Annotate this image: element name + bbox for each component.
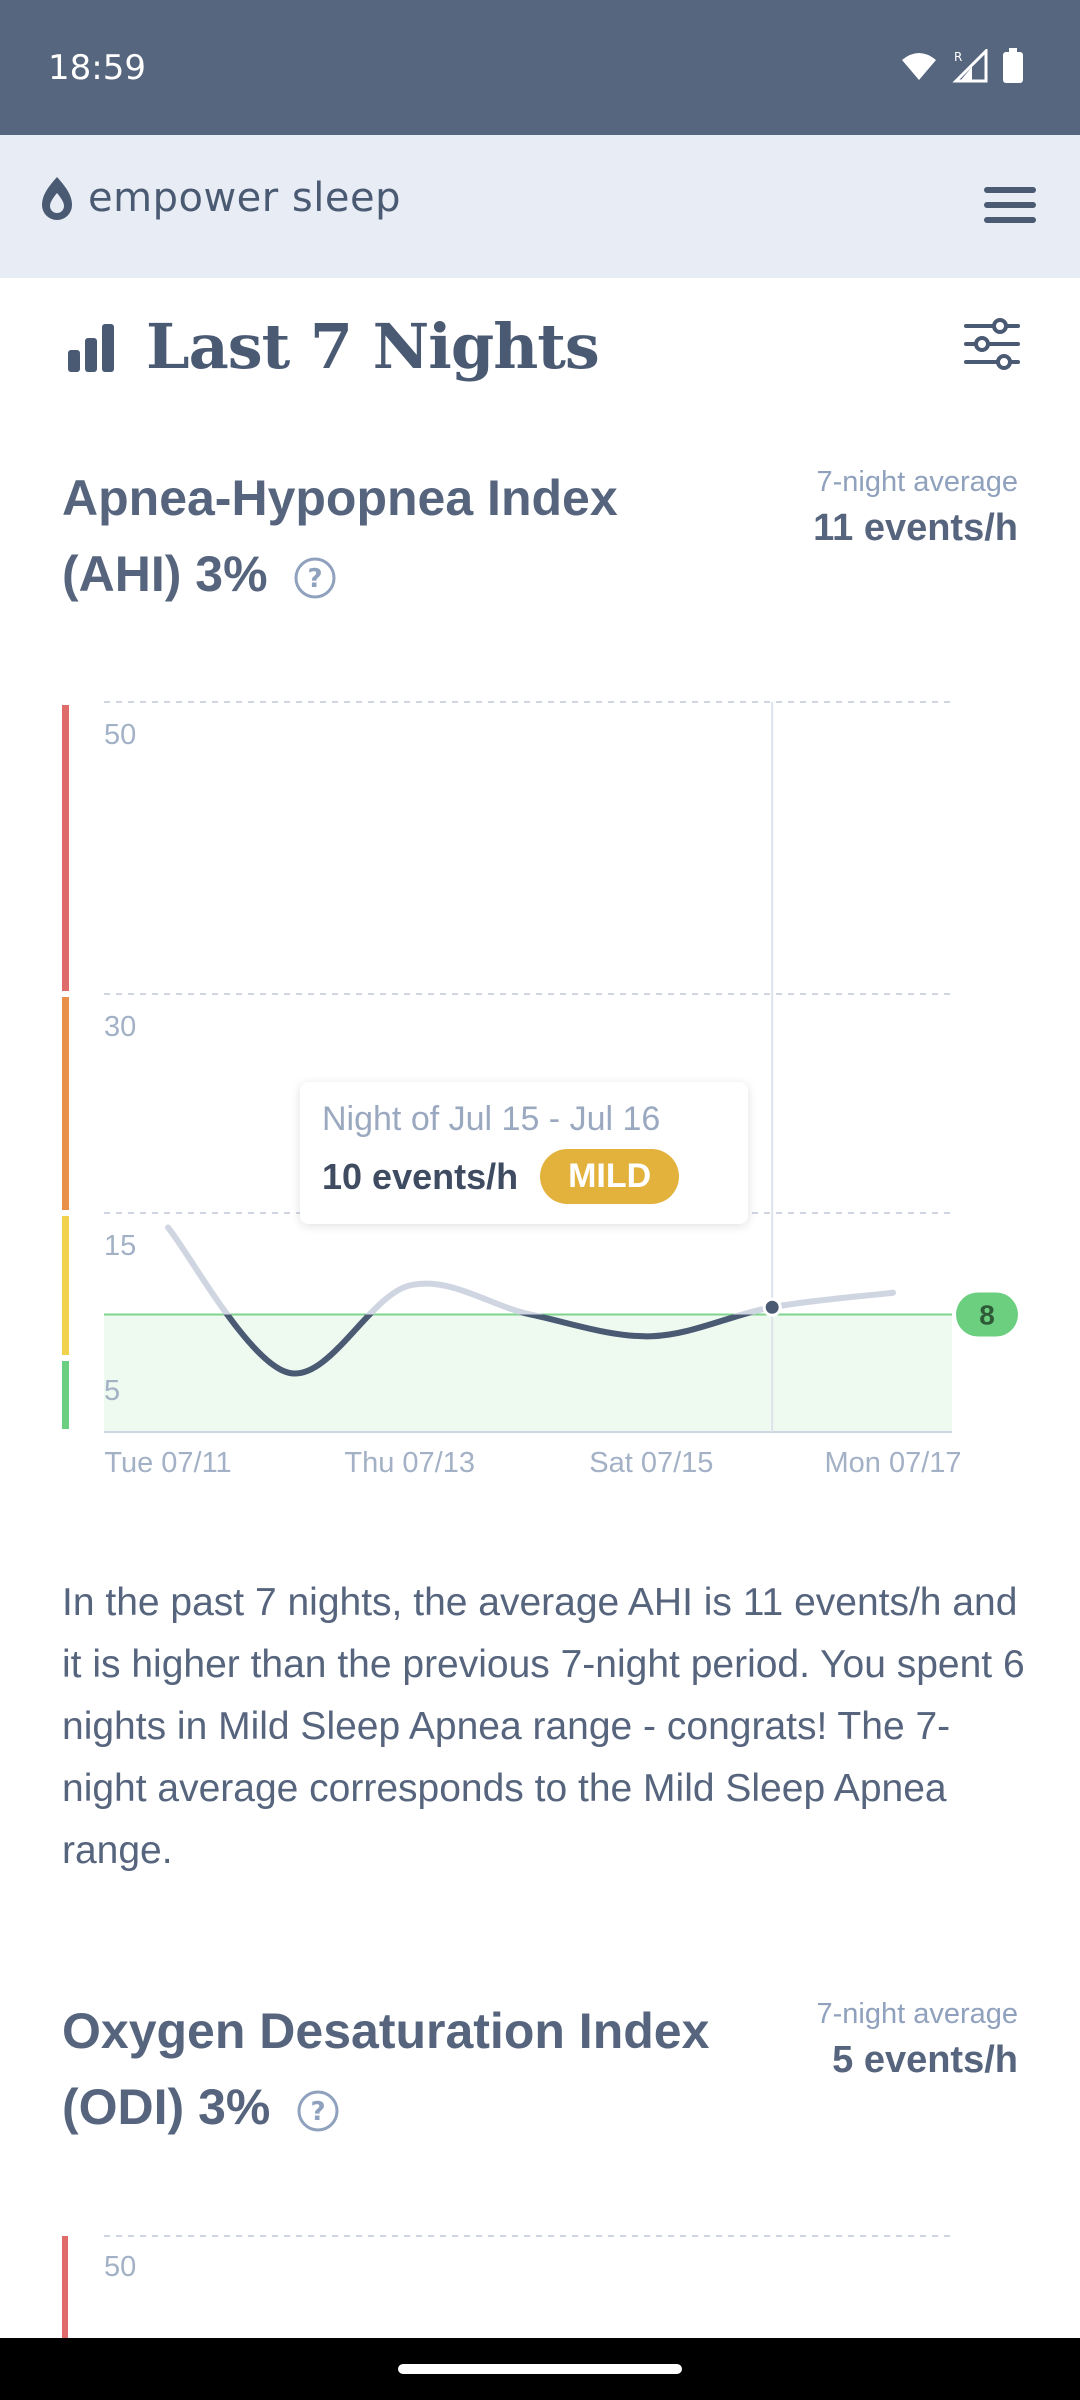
battery-icon — [1003, 48, 1023, 83]
svg-text:?: ? — [311, 2097, 326, 2127]
severity-bar-normal — [62, 1361, 69, 1429]
odi-average-value: 5 events/h — [832, 2039, 1018, 2081]
y-tick-label: 50 — [104, 719, 136, 751]
ahi-series-line-below-average — [223, 1314, 754, 1377]
ahi-average-value: 11 events/h — [813, 507, 1018, 549]
ahi-title: Apnea-Hypopnea Index (AHI) 3% ? — [62, 460, 782, 612]
y-tick-label: 5 — [104, 1375, 120, 1407]
ahi-average-label: 7-night average — [816, 466, 1018, 498]
odi-average-label: 7-night average — [816, 1998, 1018, 2030]
x-tick-label: Thu 07/13 — [344, 1447, 475, 1479]
y-tick-label: 30 — [104, 1011, 136, 1043]
hamburger-menu-icon[interactable] — [984, 183, 1036, 227]
severity-bars — [62, 705, 69, 1429]
brand[interactable]: empower sleep — [40, 175, 401, 221]
odi-average: 7-night average 5 events/h — [816, 1998, 1018, 2082]
navigation-bar — [0, 2338, 1080, 2400]
severity-bar-moderate — [62, 997, 69, 1210]
status-icons: R — [900, 48, 1024, 84]
bar-chart-icon — [68, 323, 114, 372]
app-header: empower sleep — [0, 135, 1080, 278]
severity-badge: MILD — [540, 1149, 680, 1204]
y-tick-label: 50 — [104, 2251, 136, 2283]
chart-grid — [104, 701, 952, 1411]
status-time: 18:59 — [48, 48, 146, 88]
page-title: Last 7 Nights — [146, 310, 600, 383]
brand-name: empower sleep — [88, 175, 401, 221]
normal-range-zone — [104, 1314, 952, 1432]
x-axis-labels: Tue 07/11 Thu 07/13 Sat 07/15 Mon 07/17 — [104, 1447, 961, 1479]
odi-title-line2: (ODI) 3% — [62, 2079, 271, 2135]
x-tick-label: Sat 07/15 — [589, 1447, 713, 1479]
y-axis-labels: 5 15 30 50 — [104, 719, 136, 1407]
tooltip-value: 10 events/h — [322, 1155, 519, 1197]
x-tick-label: Tue 07/11 — [104, 1447, 231, 1479]
severity-bar-severe — [62, 2236, 68, 2338]
odi-chart[interactable]: 50 — [0, 2230, 1080, 2338]
section-header: Last 7 Nights — [64, 310, 600, 383]
odi-title-line1: Oxygen Desaturation Index — [62, 2003, 710, 2059]
status-bar: 18:59 R — [0, 0, 1080, 135]
average-marker-label: 8 — [979, 1300, 995, 1331]
help-icon[interactable]: ? — [293, 556, 337, 600]
ahi-title-line1: Apnea-Hypopnea Index — [62, 470, 618, 526]
logo-icon — [42, 177, 72, 220]
selected-night-point — [762, 1297, 782, 1317]
help-icon[interactable]: ? — [296, 2089, 340, 2133]
filter-icon[interactable] — [964, 318, 1020, 370]
home-handle[interactable] — [398, 2364, 682, 2374]
signal-icon: R — [952, 49, 988, 83]
x-tick-label: Mon 07/17 — [824, 1447, 961, 1479]
ahi-summary: In the past 7 nights, the average AHI is… — [62, 1581, 1025, 1872]
tooltip-title: Night of Jul 15 - Jul 16 — [322, 1100, 661, 1138]
ahi-average: 7-night average 11 events/h — [813, 466, 1018, 550]
svg-text:R: R — [954, 50, 962, 64]
ahi-chart[interactable]: 5 15 30 50 Tue 07/11 Thu 07/13 Sat 07/15 Mon 0… — [0, 690, 1080, 1510]
average-marker: 8 — [956, 1292, 1018, 1337]
chart-tooltip: Night of Jul 15 - Jul 16 10 events/h MIL… — [300, 1082, 748, 1224]
odi-title: Oxygen Desaturation Index (ODI) 3% ? — [62, 1993, 782, 2145]
y-tick-label: 15 — [104, 1230, 136, 1262]
ahi-title-line2: (AHI) 3% — [62, 546, 268, 602]
severity-bar-mild — [62, 1216, 69, 1355]
severity-bar-severe — [62, 705, 69, 991]
wifi-icon — [902, 53, 936, 80]
svg-text:?: ? — [308, 564, 323, 594]
